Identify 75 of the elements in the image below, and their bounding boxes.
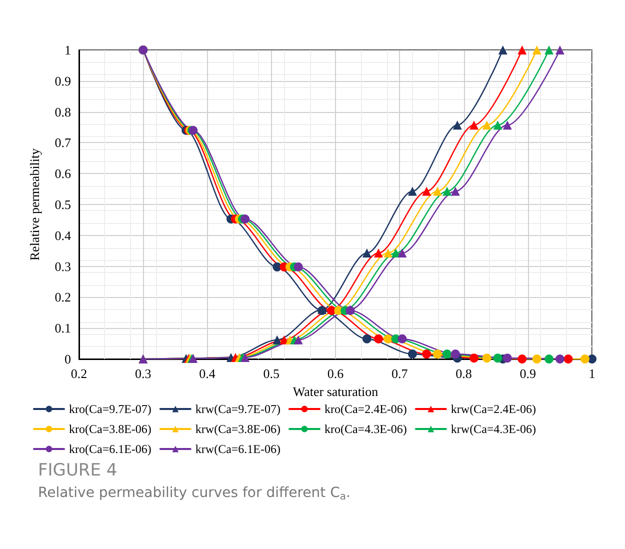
y-tick-label: 0.3 — [54, 258, 71, 274]
point — [498, 46, 508, 54]
point — [580, 354, 590, 364]
x-tick-label: 0.6 — [327, 366, 344, 381]
point — [362, 334, 372, 344]
y-tick-label: 0.6 — [54, 166, 72, 182]
point — [384, 248, 393, 258]
point — [408, 186, 417, 196]
legend-label: kro(Ca=3.8E-06) — [69, 422, 152, 436]
point — [470, 354, 479, 363]
x-tick-label: 0.8 — [456, 366, 472, 381]
point — [544, 46, 554, 54]
point — [452, 120, 462, 130]
point — [502, 120, 512, 130]
point — [398, 248, 407, 258]
y-tick-label: 0.4 — [54, 228, 72, 243]
legend-label: krw(Ca=4.3E-06) — [450, 422, 536, 436]
x-axis-title: Water saturation — [292, 384, 379, 399]
point — [555, 354, 564, 364]
point — [422, 350, 432, 359]
point — [240, 352, 250, 362]
point — [532, 354, 542, 364]
x-tick-label: 0.4 — [199, 366, 216, 381]
y-tick-label: 0.1 — [54, 320, 71, 336]
point — [294, 335, 303, 344]
point — [502, 354, 512, 363]
point — [294, 262, 303, 272]
x-tick-label: 1 — [588, 366, 596, 381]
point — [482, 120, 492, 130]
y-tick-label: 0.7 — [54, 135, 72, 150]
point — [470, 120, 479, 130]
legend-label: krw(Ca=3.8E-06) — [195, 422, 280, 436]
y-tick-label: 0 — [64, 352, 71, 366]
legend-label: krw(Ca=2.4E-06) — [450, 402, 536, 416]
point — [482, 354, 492, 363]
x-tick-label: 0.3 — [135, 366, 152, 381]
x-tick-label: 0.5 — [263, 366, 280, 381]
legend-label: kro(Ca=6.1E-06) — [69, 442, 152, 456]
x-tick-label: 0.7 — [392, 366, 408, 381]
y-tick-label: 0.9 — [54, 73, 71, 88]
point — [518, 354, 527, 364]
point — [493, 120, 502, 130]
point — [384, 334, 393, 344]
legend-label: kro(Ca=9.7E-07) — [69, 402, 152, 416]
point — [432, 350, 442, 359]
point — [518, 46, 527, 54]
point — [442, 186, 452, 196]
point — [398, 334, 407, 344]
legend-label: kro(Ca=4.3E-06) — [324, 422, 407, 436]
y-tick-label: 0.2 — [54, 290, 71, 305]
point — [450, 186, 460, 196]
point — [408, 350, 417, 359]
legend-label: kro(Ca=2.4E-06) — [324, 402, 407, 416]
caption: FIGURE 4 — [38, 460, 118, 480]
y-axis-title: Relative permeability — [27, 148, 42, 261]
point — [564, 354, 573, 364]
point — [432, 186, 442, 196]
point — [272, 335, 282, 344]
point — [493, 354, 502, 363]
point — [374, 248, 383, 258]
point — [555, 46, 564, 54]
point — [374, 334, 383, 344]
point — [362, 248, 372, 258]
point — [240, 214, 250, 224]
point — [532, 46, 542, 54]
legend-label: krw(Ca=9.7E-07) — [195, 402, 280, 416]
point — [442, 350, 452, 359]
y-tick-label: 1 — [64, 42, 71, 58]
x-tick-label: 0.9 — [520, 366, 536, 381]
point — [422, 186, 432, 196]
point — [450, 350, 460, 359]
y-tick-label: 0.5 — [54, 197, 71, 212]
y-tick-label: 0.8 — [54, 104, 71, 120]
point — [544, 354, 554, 364]
legend-label: krw(Ca=6.1E-06) — [195, 442, 280, 456]
